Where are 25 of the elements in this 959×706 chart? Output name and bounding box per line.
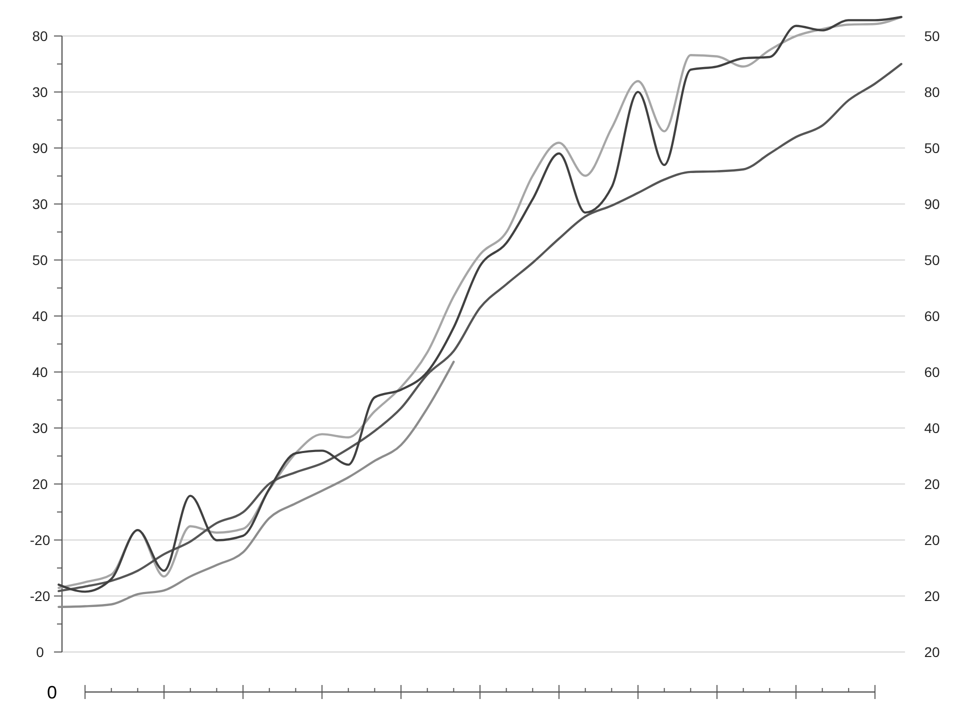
text: 60 [924,308,940,324]
text: 20 [32,476,48,492]
text: 40 [924,420,940,436]
text: 40 [32,308,48,324]
text: 20 [924,588,940,604]
text: 80 [32,28,48,44]
text: 50 [924,140,940,156]
text: 0 [36,644,44,660]
text: 80 [924,84,940,100]
text: 40 [32,364,48,380]
text: 20 [924,644,940,660]
text: 30 [32,420,48,436]
text: 60 [924,364,940,380]
text: -20 [30,532,50,548]
text: 20 [924,532,940,548]
text: 50 [924,252,940,268]
text: -20 [30,588,50,604]
text: 50 [924,28,940,44]
text: 20 [924,476,940,492]
text: 90 [924,196,940,212]
text: 0 [46,682,58,702]
text: 30 [32,196,48,212]
text: 50 [32,252,48,268]
text: 30 [32,84,48,100]
text: 90 [32,140,48,156]
